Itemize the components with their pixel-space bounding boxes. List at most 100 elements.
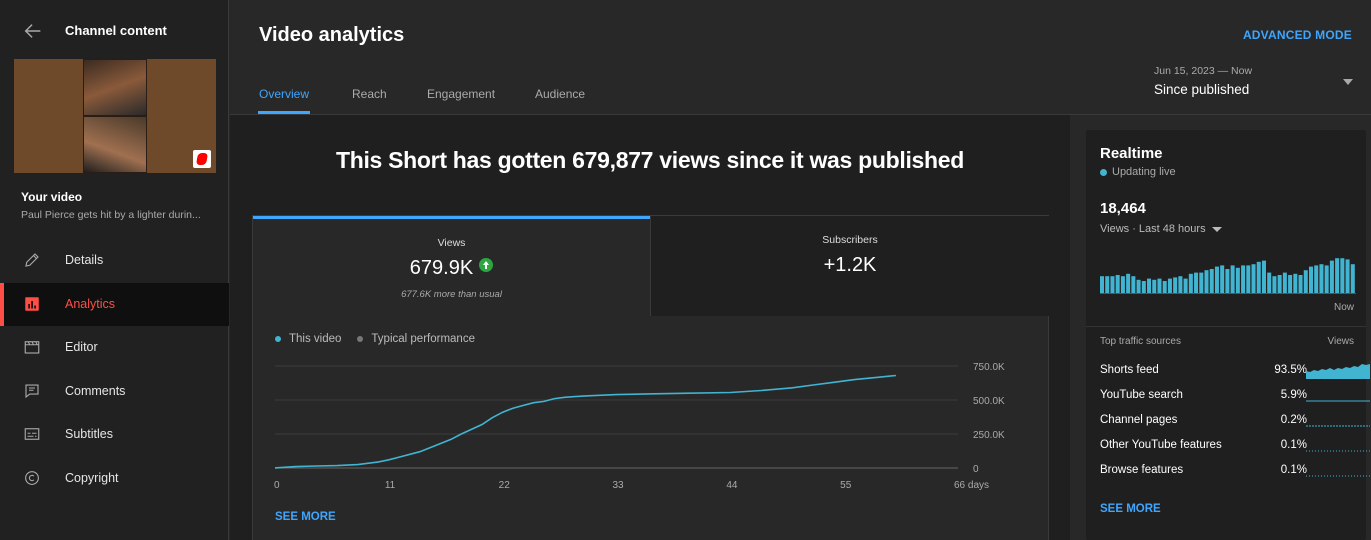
views-value: 679.9K: [409, 257, 474, 279]
sidebar-item-subtitles[interactable]: Subtitles: [0, 413, 229, 457]
realtime-bar: [1115, 275, 1120, 293]
traffic-sources-title: Top traffic sources: [1100, 336, 1181, 347]
realtime-bar: [1241, 265, 1246, 293]
realtime-bar: [1157, 278, 1162, 293]
realtime-axis: [1100, 293, 1356, 294]
x-tick-label: 11: [385, 480, 396, 491]
tab-reach[interactable]: Reach: [352, 87, 387, 101]
thumbnail-image: [83, 59, 147, 173]
realtime-bar: [1319, 264, 1324, 293]
subscribers-metric-tab[interactable]: Subscribers +1.2K: [650, 216, 1049, 316]
realtime-period-selector[interactable]: Views · Last 48 hours: [1100, 223, 1222, 235]
x-tick-label: 33: [613, 480, 625, 491]
realtime-bar: [1256, 261, 1261, 293]
see-more-link[interactable]: SEE MORE: [275, 511, 336, 523]
traffic-row: Other YouTube features 0.1%: [1100, 436, 1370, 461]
shorts-logo-icon: [193, 150, 211, 168]
traffic-source-pct: 93.5%: [1274, 364, 1307, 376]
realtime-status-text: Updating live: [1112, 166, 1176, 178]
realtime-status: Updating live: [1100, 166, 1176, 178]
realtime-see-more-link[interactable]: SEE MORE: [1100, 503, 1161, 515]
traffic-sources-list: Shorts feed 93.5% YouTube search 5.9% Ch…: [1100, 361, 1370, 486]
sidebar-item-label: Subtitles: [65, 427, 113, 441]
sidebar-item-comments[interactable]: Comments: [0, 370, 229, 414]
realtime-bar: [1209, 269, 1214, 293]
tab-overview[interactable]: Overview: [259, 87, 310, 101]
sidebar-item-copyright[interactable]: Copyright: [0, 457, 229, 501]
sidebar-nav: Details Analytics Editor Comments Subtit…: [0, 239, 229, 500]
realtime-bar: [1298, 275, 1303, 293]
realtime-bar: [1340, 258, 1345, 293]
arrow-up-icon: [479, 258, 494, 272]
realtime-bar: [1335, 258, 1340, 293]
realtime-bar: [1194, 272, 1199, 293]
realtime-bar: [1178, 276, 1183, 293]
views-metric-tab[interactable]: Views 679.9K 677.6K more than usual: [253, 216, 650, 316]
sidebar-item-label: Comments: [65, 383, 126, 398]
legend-label: Typical performance: [371, 333, 475, 345]
realtime-bar: [1251, 264, 1256, 293]
realtime-bar: [1110, 276, 1115, 293]
realtime-bar: [1141, 281, 1146, 293]
sidebar-title: Channel content: [65, 23, 167, 38]
sidebar-item-details[interactable]: Details: [0, 239, 229, 283]
tab-engagement[interactable]: Engagement: [427, 87, 496, 101]
chevron-down-icon: [1211, 226, 1222, 232]
legend-this-video[interactable]: This video: [275, 333, 341, 345]
traffic-source-pct: 0.1%: [1280, 464, 1307, 476]
realtime-bar: [1105, 276, 1110, 293]
realtime-bar: [1277, 275, 1282, 293]
x-tick-label: 22: [499, 480, 511, 491]
video-thumbnail[interactable]: [14, 59, 216, 173]
sidebar-item-editor[interactable]: Editor: [0, 326, 229, 370]
x-tick-label: 44: [726, 480, 738, 491]
main-panel: Video analytics ADVANCED MODE Overview R…: [230, 0, 1371, 540]
sidebar-item-label: Editor: [65, 340, 98, 354]
traffic-views-header: Views: [1327, 336, 1355, 347]
realtime-bar: [1214, 266, 1219, 293]
advanced-mode-button[interactable]: ADVANCED MODE: [1242, 28, 1352, 42]
realtime-bar: [1147, 278, 1152, 293]
realtime-bar: [1162, 281, 1167, 293]
date-range-label: Jun 15, 2023 — Now: [1154, 65, 1253, 77]
realtime-now-label: Now: [1333, 302, 1354, 313]
traffic-sparkline: [1306, 400, 1370, 402]
realtime-title: Realtime: [1100, 145, 1163, 162]
subscribers-value: +1.2K: [823, 254, 877, 276]
sidebar-item-analytics[interactable]: Analytics: [0, 282, 229, 326]
traffic-source-name: Other YouTube features: [1100, 439, 1222, 451]
traffic-row: YouTube search 5.9%: [1100, 386, 1370, 411]
realtime-bar: [1288, 275, 1293, 293]
subtitles-icon: [24, 428, 40, 440]
realtime-bar: [1183, 278, 1188, 293]
legend-typical-performance[interactable]: Typical performance: [357, 333, 475, 345]
back-arrow-icon[interactable]: [22, 20, 44, 42]
active-tab-indicator: [258, 111, 310, 114]
realtime-bar: [1173, 277, 1178, 293]
realtime-bar: [1120, 276, 1125, 293]
copyright-icon: [25, 470, 39, 485]
realtime-panel: Realtime Updating live 18,464 Views · La…: [1086, 130, 1370, 540]
traffic-source-pct: 0.2%: [1280, 414, 1307, 426]
sidebar-item-label: Copyright: [65, 470, 119, 485]
realtime-bar: [1204, 270, 1209, 293]
clapperboard-icon: [24, 341, 40, 354]
date-range-selector[interactable]: Since published: [1154, 82, 1250, 97]
realtime-bar: [1345, 259, 1350, 293]
realtime-divider: [1086, 326, 1366, 327]
realtime-bar: [1126, 273, 1131, 293]
chevron-down-icon[interactable]: [1343, 79, 1353, 85]
views-line-chart: 750.0K 500.0K 250.0K 0 0 11 22 33 44 55 66 days: [274, 362, 1005, 491]
tab-audience[interactable]: Audience: [535, 87, 586, 101]
x-tick-label: 66 days: [954, 480, 989, 491]
sidebar-item-label: Analytics: [65, 296, 116, 311]
metrics-card: Views 679.9K 677.6K more than usual Subs…: [252, 215, 1049, 540]
traffic-source-name: Channel pages: [1100, 414, 1178, 426]
sidebar-header: Channel content: [0, 0, 229, 60]
traffic-source-pct: 5.9%: [1280, 389, 1307, 401]
legend-dot: [275, 336, 281, 342]
x-tick-label: 55: [840, 480, 852, 491]
views-label: Views: [437, 237, 466, 249]
legend-label: This video: [289, 333, 342, 345]
realtime-bar: [1131, 276, 1136, 293]
